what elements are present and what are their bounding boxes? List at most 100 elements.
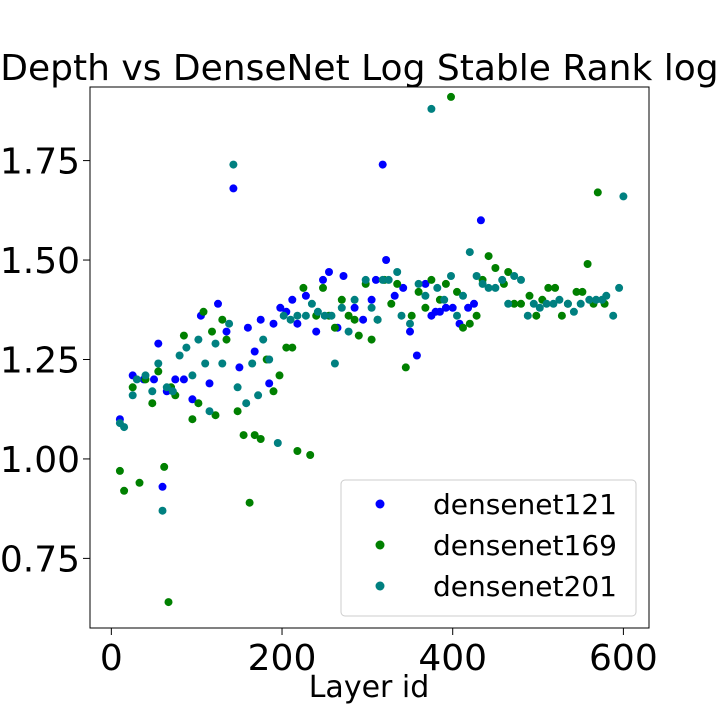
point-densenet201 (301, 311, 310, 320)
point-densenet169 (544, 283, 553, 292)
point-densenet121 (367, 295, 376, 304)
point-densenet201 (472, 272, 481, 280)
point-densenet169 (299, 283, 308, 292)
point-densenet201 (619, 192, 628, 201)
legend-marker-densenet169 (375, 540, 385, 550)
point-densenet201 (265, 355, 274, 364)
point-densenet169 (115, 466, 124, 475)
point-densenet201 (211, 339, 220, 348)
point-densenet169 (551, 283, 560, 292)
point-densenet121 (470, 299, 478, 308)
point-densenet169 (517, 299, 525, 308)
point-densenet201 (549, 299, 558, 308)
point-densenet169 (269, 387, 278, 396)
point-densenet121 (276, 303, 285, 312)
point-densenet169 (401, 363, 410, 372)
point-densenet169 (387, 299, 396, 308)
point-densenet201 (273, 439, 282, 447)
x-tick-label: 400 (418, 638, 487, 679)
point-densenet201 (320, 311, 329, 320)
point-densenet169 (491, 264, 500, 272)
point-densenet201 (447, 272, 455, 280)
point-densenet201 (510, 272, 519, 280)
point-densenet201 (421, 291, 430, 300)
point-densenet201 (517, 275, 525, 284)
point-densenet169 (354, 331, 363, 340)
point-densenet201 (414, 279, 423, 288)
point-densenet201 (529, 299, 538, 308)
y-tick-label: 1.75 (0, 142, 80, 183)
point-densenet169 (239, 431, 248, 440)
point-densenet169 (282, 343, 291, 352)
point-densenet121 (154, 339, 163, 348)
point-densenet169 (160, 462, 169, 471)
point-densenet169 (148, 399, 157, 408)
point-densenet169 (128, 383, 137, 392)
point-densenet201 (225, 319, 234, 328)
point-densenet169 (288, 343, 297, 352)
point-densenet169 (222, 335, 231, 344)
legend-label-densenet169: densenet169 (433, 529, 617, 562)
point-densenet169 (407, 311, 416, 320)
point-densenet201 (453, 311, 461, 320)
point-densenet201 (154, 359, 163, 368)
point-densenet169 (465, 319, 474, 328)
point-densenet201 (542, 299, 551, 308)
point-densenet121 (406, 327, 414, 336)
point-densenet121 (269, 319, 278, 328)
point-densenet201 (569, 307, 578, 316)
point-densenet201 (491, 283, 500, 292)
point-densenet201 (555, 295, 564, 304)
point-densenet121 (179, 375, 188, 384)
point-densenet201 (367, 303, 376, 312)
point-densenet201 (307, 299, 316, 308)
point-densenet121 (390, 291, 399, 300)
point-densenet169 (250, 431, 259, 440)
point-densenet169 (330, 323, 339, 332)
point-densenet169 (504, 268, 513, 276)
point-densenet201 (602, 291, 611, 300)
point-densenet169 (120, 486, 129, 495)
point-densenet201 (378, 275, 387, 284)
point-densenet201 (279, 311, 288, 320)
point-densenet201 (168, 387, 177, 396)
point-densenet121 (325, 268, 333, 276)
point-densenet169 (593, 188, 602, 197)
legend-box (340, 479, 637, 617)
point-densenet121 (293, 319, 302, 328)
point-densenet121 (359, 315, 368, 324)
point-densenet121 (250, 347, 259, 356)
point-densenet121 (350, 303, 359, 312)
point-densenet169 (319, 283, 327, 292)
x-axis: 0 200 400 600 (100, 628, 658, 679)
point-densenet121 (205, 379, 214, 388)
point-densenet169 (367, 335, 376, 344)
point-densenet169 (427, 275, 436, 284)
point-densenet201 (609, 311, 618, 320)
point-densenet201 (523, 311, 532, 320)
point-densenet201 (440, 295, 449, 304)
chart-title: Depth vs DenseNet Log Stable Rank log 𝓡 (0, 48, 720, 89)
point-densenet201 (182, 343, 191, 352)
point-densenet169 (393, 279, 402, 288)
legend: densenet121 densenet169 densenet201 (340, 479, 637, 617)
point-densenet201 (465, 248, 474, 257)
point-densenet201 (361, 275, 370, 284)
point-densenet169 (218, 315, 227, 324)
point-densenet121 (464, 303, 473, 312)
y-tick-label: 1.00 (0, 440, 80, 481)
point-densenet201 (242, 399, 251, 408)
point-densenet169 (154, 367, 163, 376)
legend-label-densenet201: densenet201 (433, 570, 617, 603)
point-densenet169 (256, 435, 265, 443)
point-densenet121 (243, 323, 252, 332)
point-densenet169 (510, 299, 519, 308)
point-densenet201 (158, 506, 167, 515)
point-densenet121 (382, 256, 391, 264)
point-densenet169 (164, 598, 173, 607)
point-densenet201 (397, 311, 406, 320)
legend-marker-densenet121 (375, 499, 385, 509)
point-densenet121 (378, 160, 387, 169)
point-densenet169 (199, 307, 208, 316)
